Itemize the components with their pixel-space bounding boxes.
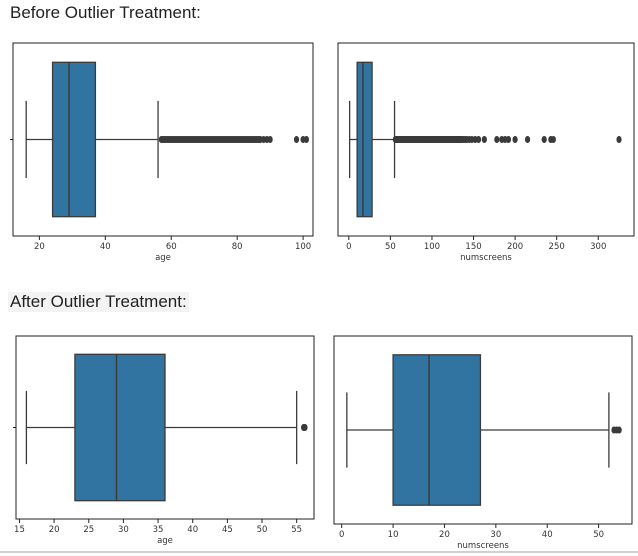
x-tick-label: 20 bbox=[49, 525, 60, 535]
iqr-box bbox=[51, 61, 97, 218]
x-tick-label: 40 bbox=[187, 525, 198, 535]
before-age-boxplot: 20 40 60 80 100 age bbox=[10, 42, 314, 263]
x-axis-label: age bbox=[155, 253, 171, 263]
x-tick-label: 35 bbox=[153, 525, 164, 535]
x-tick-label: 0 bbox=[346, 242, 351, 252]
x-tick-label: 60 bbox=[166, 242, 177, 252]
x-tick-label: 15 bbox=[14, 525, 25, 535]
x-tick-label: 20 bbox=[34, 242, 45, 252]
outlier-point bbox=[512, 136, 518, 144]
outlier-point bbox=[494, 136, 500, 144]
outlier-point bbox=[616, 426, 622, 434]
outlier-point bbox=[541, 136, 547, 144]
x-tick-label: 20 bbox=[439, 530, 450, 540]
outlier-point bbox=[475, 136, 482, 144]
x-tick-label: 45 bbox=[222, 525, 233, 535]
after-numscreens-boxplot: 0 10 20 30 40 50 numscreens bbox=[333, 335, 633, 551]
x-tick-label: 300 bbox=[590, 242, 606, 252]
iqr-box bbox=[392, 354, 482, 506]
x-tick-label: 30 bbox=[118, 525, 129, 535]
x-tick-label: 50 bbox=[257, 525, 268, 535]
x-tick-label: 150 bbox=[465, 242, 481, 252]
x-tick-label: 100 bbox=[295, 242, 311, 252]
outlier-point bbox=[303, 136, 310, 144]
plot-frame bbox=[337, 42, 635, 237]
x-tick-label: 50 bbox=[593, 530, 604, 540]
x-tick-label: 25 bbox=[83, 525, 94, 535]
x-tick-label: 80 bbox=[232, 242, 243, 252]
outlier-point bbox=[481, 136, 487, 144]
before-numscreens-boxplot: 0 50 100 150 200 250 300 numscreens bbox=[337, 42, 635, 263]
x-tick-label: 55 bbox=[291, 525, 302, 535]
x-tick-label: 50 bbox=[385, 242, 396, 252]
plot-frame bbox=[333, 335, 633, 525]
bottom-rule bbox=[0, 551, 638, 553]
iqr-box bbox=[356, 61, 373, 218]
x-tick-label: 40 bbox=[100, 242, 111, 252]
x-tick-label: 40 bbox=[542, 530, 553, 540]
outlier-point bbox=[505, 136, 512, 144]
x-tick-label: 200 bbox=[507, 242, 523, 252]
outlier-point bbox=[267, 136, 273, 144]
outlier-point bbox=[302, 424, 308, 432]
before-heading: Before Outlier Treatment: bbox=[10, 3, 201, 22]
after-heading: After Outlier Treatment: bbox=[8, 292, 189, 312]
x-axis-label: age bbox=[157, 536, 173, 546]
outlier-point bbox=[524, 136, 531, 144]
outlier-point bbox=[616, 136, 622, 144]
outlier-point bbox=[293, 136, 300, 144]
x-tick-label: 10 bbox=[388, 530, 399, 540]
x-tick-label: 0 bbox=[339, 530, 344, 540]
x-tick-label: 30 bbox=[490, 530, 501, 540]
x-tick-label: 100 bbox=[424, 242, 440, 252]
after-age-boxplot: 15 20 25 30 35 40 45 50 55 age bbox=[13, 335, 315, 546]
x-axis-label: numscreens bbox=[460, 253, 512, 263]
x-tick-label: 250 bbox=[549, 242, 565, 252]
iqr-box bbox=[74, 353, 166, 502]
outlier-point bbox=[550, 136, 556, 144]
x-axis-label: numscreens bbox=[457, 541, 509, 551]
